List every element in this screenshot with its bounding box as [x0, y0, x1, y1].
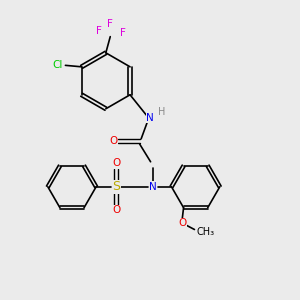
- Text: O: O: [112, 206, 120, 215]
- Text: H: H: [158, 107, 165, 117]
- Text: F: F: [120, 28, 126, 38]
- Text: N: N: [149, 182, 157, 192]
- Text: N: N: [146, 112, 154, 123]
- Text: O: O: [109, 136, 117, 146]
- Text: F: F: [95, 26, 101, 36]
- Text: CH₃: CH₃: [197, 227, 215, 237]
- Text: Cl: Cl: [52, 60, 63, 70]
- Text: S: S: [112, 180, 120, 193]
- Text: O: O: [178, 218, 186, 228]
- Text: O: O: [112, 158, 120, 168]
- Text: F: F: [107, 19, 113, 29]
